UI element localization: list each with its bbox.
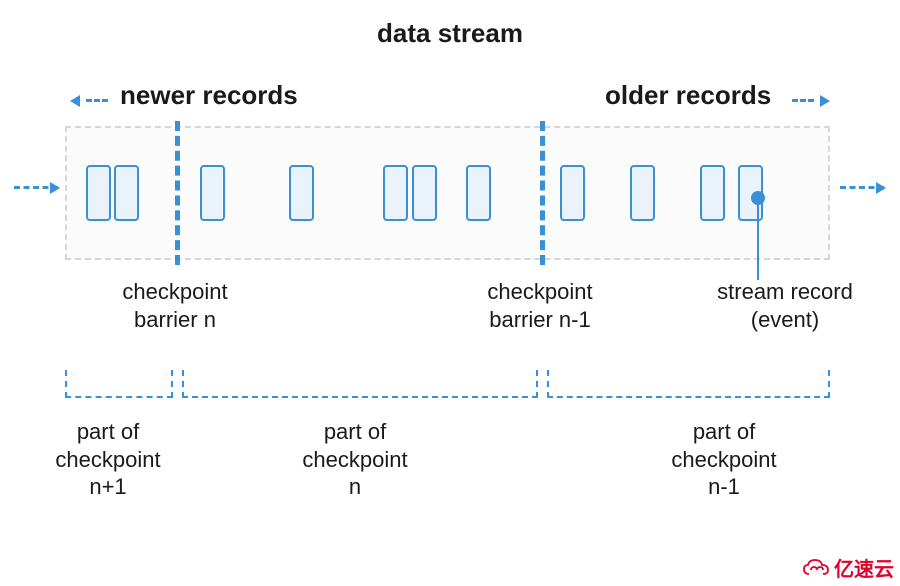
checkpoint-part-bracket bbox=[65, 370, 173, 398]
checkpoint-part-bracket bbox=[182, 370, 538, 398]
arrow-right-icon bbox=[876, 182, 886, 194]
barrier-n1-label: checkpoint barrier n-1 bbox=[470, 278, 610, 333]
newer-records-label: newer records bbox=[120, 80, 298, 111]
older-arrow bbox=[790, 92, 830, 110]
checkpoint-part-label: part of checkpointn+1 bbox=[28, 418, 188, 501]
text-line: n bbox=[349, 474, 361, 499]
stream-record-label: stream record (event) bbox=[700, 278, 870, 333]
text-line: barrier n bbox=[134, 307, 216, 332]
cloud-icon bbox=[802, 558, 830, 578]
text-line: checkpoint bbox=[122, 279, 227, 304]
flow-arrow-in bbox=[14, 186, 58, 189]
stream-record bbox=[630, 165, 655, 221]
stream-record bbox=[466, 165, 491, 221]
arrow-right-icon bbox=[820, 95, 830, 107]
checkpoint-barrier bbox=[540, 121, 545, 265]
text-line: checkpoint bbox=[55, 447, 160, 472]
record-pointer-line bbox=[757, 198, 759, 280]
text-line: checkpoint bbox=[487, 279, 592, 304]
logo: 亿速云 bbox=[802, 553, 894, 582]
newer-arrow bbox=[70, 92, 110, 110]
text-line: barrier n-1 bbox=[489, 307, 590, 332]
checkpoint-part-label: part of checkpointn-1 bbox=[644, 418, 804, 501]
arrow-dash bbox=[86, 99, 108, 102]
arrow-dash bbox=[792, 99, 814, 102]
stream-record bbox=[560, 165, 585, 221]
text-line: part of bbox=[693, 419, 755, 444]
diagram-title: data stream bbox=[0, 18, 900, 49]
stream-record bbox=[289, 165, 314, 221]
flow-arrow-out bbox=[840, 186, 884, 189]
text-line: n+1 bbox=[89, 474, 126, 499]
text-line: n-1 bbox=[708, 474, 740, 499]
arrow-left-icon bbox=[70, 95, 80, 107]
text-line: checkpoint bbox=[671, 447, 776, 472]
record-pointer-dot bbox=[751, 191, 765, 205]
text-line: part of bbox=[324, 419, 386, 444]
arrow-right-icon bbox=[50, 182, 60, 194]
older-records-label: older records bbox=[605, 80, 771, 111]
text-line: part of bbox=[77, 419, 139, 444]
stream-record bbox=[86, 165, 111, 221]
text-line: checkpoint bbox=[302, 447, 407, 472]
stream-record bbox=[700, 165, 725, 221]
checkpoint-part-label: part of checkpointn bbox=[275, 418, 435, 501]
barrier-n-label: checkpoint barrier n bbox=[105, 278, 245, 333]
stream-record bbox=[412, 165, 437, 221]
stream-record bbox=[114, 165, 139, 221]
stream-record bbox=[383, 165, 408, 221]
logo-text: 亿速云 bbox=[834, 553, 894, 582]
checkpoint-barrier bbox=[175, 121, 180, 265]
text-line: (event) bbox=[751, 307, 819, 332]
checkpoint-part-bracket bbox=[547, 370, 830, 398]
stream-record bbox=[200, 165, 225, 221]
text-line: stream record bbox=[717, 279, 853, 304]
